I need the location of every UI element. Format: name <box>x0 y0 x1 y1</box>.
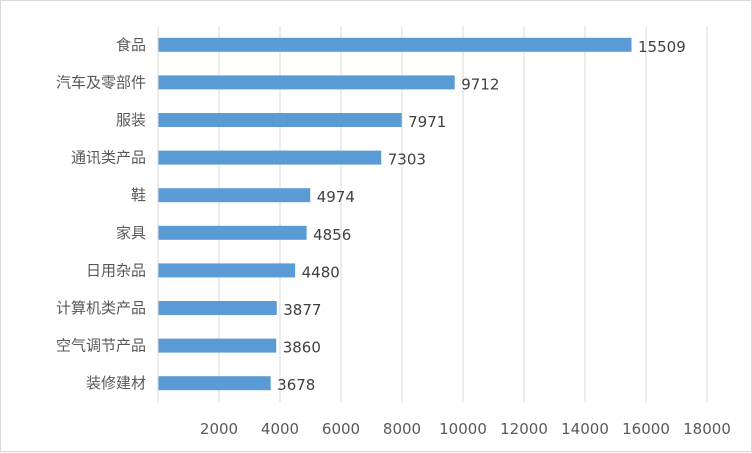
data-label: 7971 <box>408 113 446 131</box>
data-label: 9712 <box>461 75 499 93</box>
bar <box>158 150 382 165</box>
category-label: 计算机类产品 <box>56 299 146 317</box>
labels: 2000 4000 6000 8000 10000 12000 14000 16000 1800… <box>56 36 731 438</box>
x-tick-label: 4000 <box>261 420 299 438</box>
bar <box>158 188 311 203</box>
bar <box>158 225 307 240</box>
data-label: 4856 <box>313 226 351 244</box>
x-tick-label: 8000 <box>383 420 421 438</box>
x-tick-label: 10000 <box>439 420 487 438</box>
bar <box>158 338 277 353</box>
category-label: 装修建材 <box>86 374 146 392</box>
category-label: 服装 <box>116 111 146 129</box>
data-label: 4974 <box>317 188 355 206</box>
x-tick-label: 14000 <box>561 420 609 438</box>
data-label: 3860 <box>283 339 321 357</box>
bar <box>158 263 296 278</box>
category-label: 食品 <box>116 36 146 54</box>
data-label: 4480 <box>302 263 340 281</box>
category-label: 家具 <box>116 224 146 242</box>
category-label: 通讯类产品 <box>71 149 146 167</box>
data-label: 3678 <box>277 376 315 394</box>
x-tick-label: 2000 <box>200 420 238 438</box>
bar <box>158 301 277 315</box>
x-tick-label: 18000 <box>683 420 731 438</box>
x-tick-label: 12000 <box>500 420 548 438</box>
category-label: 空气调节产品 <box>56 337 146 355</box>
bar <box>158 37 632 52</box>
bar <box>158 113 402 127</box>
data-label: 15509 <box>638 38 686 56</box>
data-label: 7303 <box>388 151 426 169</box>
x-tick-label: 16000 <box>622 420 670 438</box>
bar <box>158 376 271 391</box>
category-label: 鞋 <box>131 186 146 204</box>
data-label: 3877 <box>283 301 321 319</box>
bars <box>158 37 632 391</box>
bar <box>158 75 455 90</box>
category-label: 日用杂品 <box>86 261 146 279</box>
x-tick-label: 6000 <box>322 420 360 438</box>
category-label: 汽车及零部件 <box>56 73 146 91</box>
